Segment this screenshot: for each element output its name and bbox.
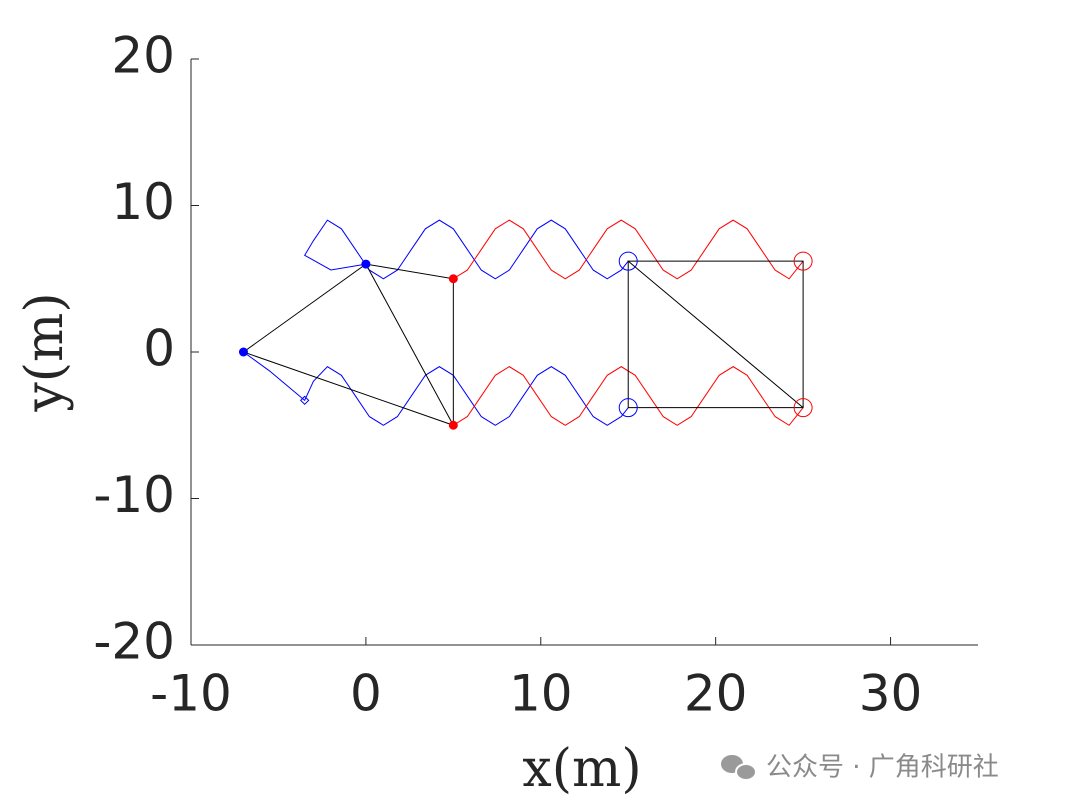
x-tick-label: 30 [859, 665, 923, 723]
watermark: 公众号 · 广角科研社 [766, 753, 999, 783]
point-marker [238, 347, 248, 357]
point-marker [361, 259, 371, 269]
trajectory [303, 219, 629, 280]
trajectory [453, 219, 804, 280]
point-marker [448, 274, 458, 284]
x-axis-label: x(m) [522, 739, 641, 799]
circle-marker [793, 398, 813, 418]
circle-marker [793, 251, 813, 271]
y-tick-label: 10 [111, 173, 175, 231]
y-tick-label: 20 [111, 27, 175, 85]
x-tick-label: -10 [150, 665, 232, 723]
circle-marker [618, 398, 638, 418]
x-tick-label: 20 [684, 665, 748, 723]
diamond-marker [299, 395, 310, 406]
x-tick-label: 0 [350, 665, 382, 723]
point-marker [448, 420, 458, 430]
y-axis-label: y(m) [15, 292, 75, 412]
y-tick-label: 0 [143, 320, 175, 378]
trajectory [243, 260, 804, 426]
y-tick-label: -20 [93, 613, 175, 671]
watermark-icon [721, 755, 757, 781]
x-tick-label: 10 [509, 665, 573, 723]
y-tick-label: -10 [93, 466, 175, 524]
trajectory [243, 351, 629, 426]
circle-marker [618, 251, 638, 271]
